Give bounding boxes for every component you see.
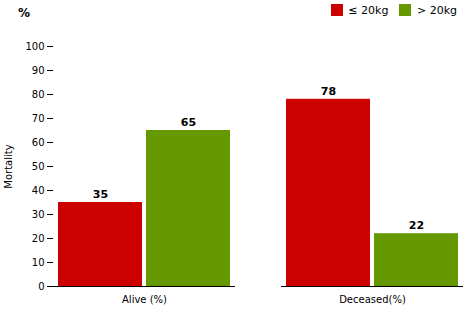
- svg-text:90: 90: [32, 65, 45, 76]
- svg-text:22: 22: [409, 219, 424, 232]
- svg-text:60: 60: [32, 137, 45, 148]
- svg-text:50: 50: [32, 161, 45, 172]
- svg-text:70: 70: [32, 113, 45, 124]
- svg-text:78: 78: [321, 85, 336, 98]
- svg-text:Deceased(%): Deceased(%): [339, 294, 406, 305]
- html-text:≤ 20kg: ≤ 20kg: [348, 3, 389, 17]
- svg-text:80: 80: [32, 89, 45, 100]
- svg-text:40: 40: [32, 185, 45, 196]
- svg-text:35: 35: [93, 188, 108, 201]
- svg-text:30: 30: [32, 209, 45, 220]
- svg-text:10: 10: [32, 257, 45, 268]
- svg-text:20: 20: [32, 233, 45, 244]
- svg-text:Alive (%): Alive (%): [122, 294, 167, 305]
- svg-text:100: 100: [25, 41, 44, 52]
- html-text:> 20kg: > 20kg: [416, 3, 457, 17]
- svg-text:Mortality: Mortality: [3, 144, 14, 188]
- svg-text:0: 0: [38, 281, 44, 292]
- svg-text:65: 65: [181, 116, 196, 129]
